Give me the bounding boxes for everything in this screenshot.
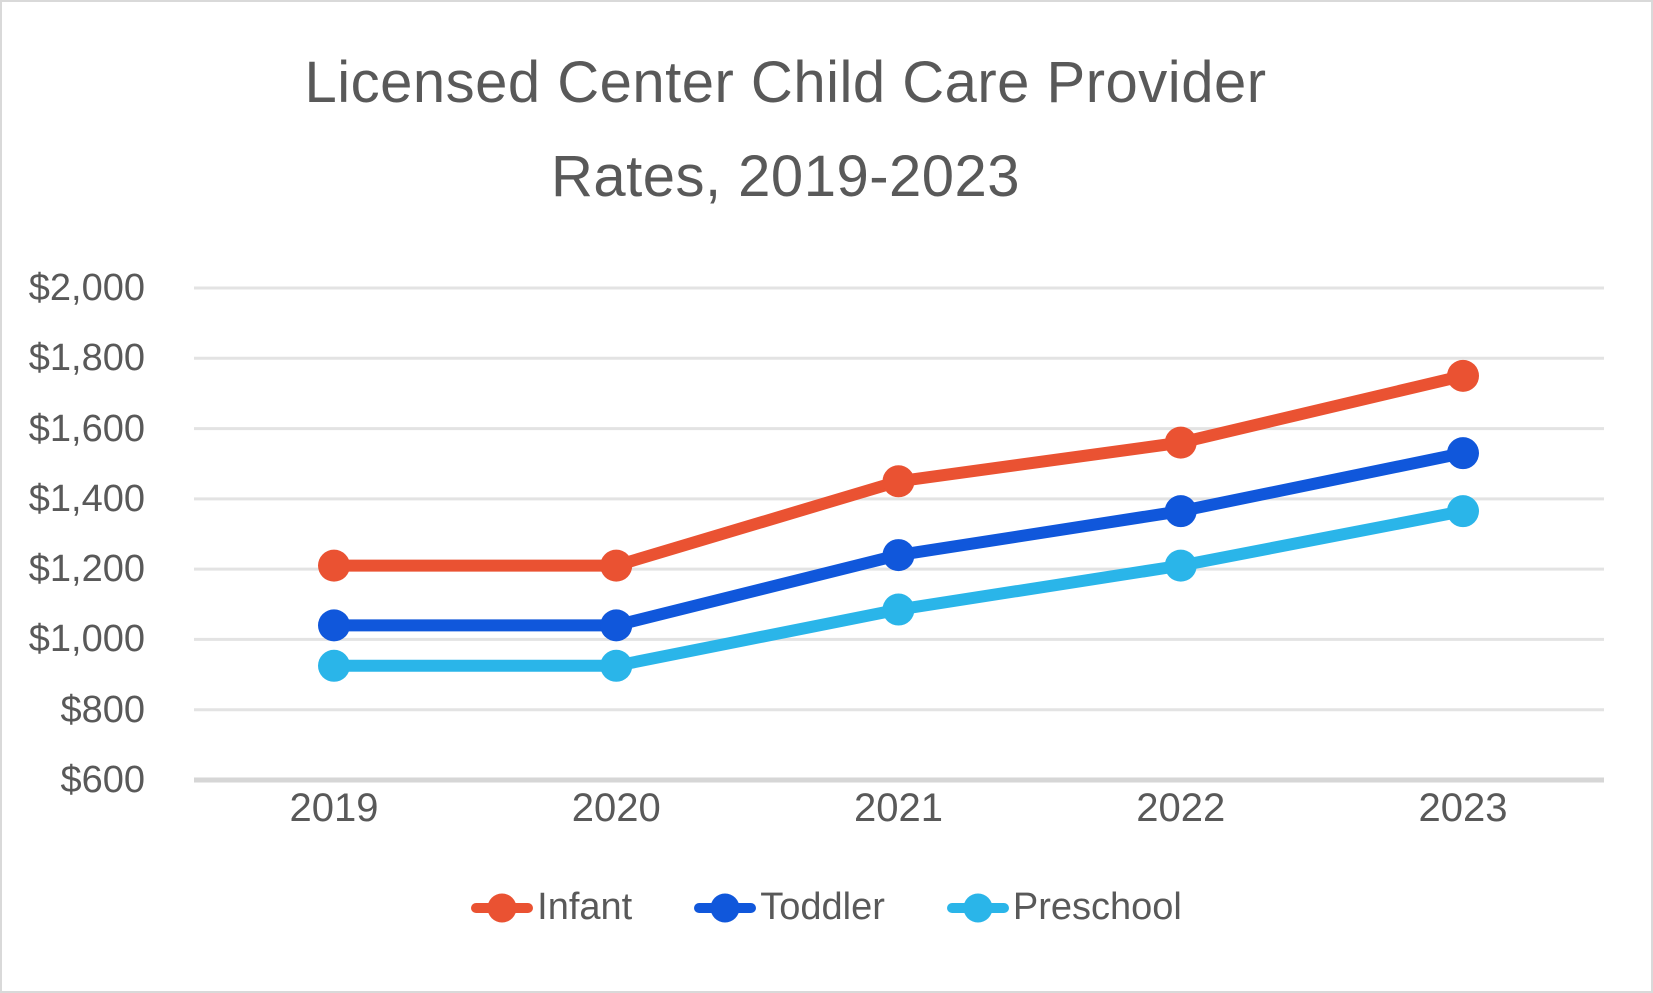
legend-marker-infant-icon: [471, 893, 534, 922]
y-tick-label: $1,400: [28, 477, 145, 520]
legend-item-preschool: Preschool: [946, 886, 1182, 929]
y-tick-label: $2,000: [28, 267, 145, 309]
data-point-toddler-2019: [318, 609, 350, 642]
legend-label: Preschool: [1012, 886, 1182, 928]
legend-item-infant: Infant: [471, 886, 632, 929]
legend-marker-toddler-icon: [694, 893, 757, 922]
chart-legend: Infant Toddler Preschool: [2, 886, 1651, 929]
legend-marker-preschool-icon: [946, 893, 1009, 922]
data-point-preschool-2019: [318, 649, 350, 682]
y-tick-label: $1,200: [28, 548, 145, 591]
chart-title-line1: Licensed Center Child Care Provider: [304, 50, 1267, 115]
x-tick-label: 2023: [1418, 786, 1508, 830]
series-line-preschool: [328, 505, 1469, 672]
data-point-infant-2021: [882, 465, 915, 498]
data-point-infant-2022: [1164, 426, 1197, 459]
y-tick-label: $1,800: [28, 337, 145, 380]
x-tick-label: 2021: [854, 786, 943, 830]
x-tick-label: 2022: [1136, 786, 1226, 830]
y-tick-label: $1,600: [28, 407, 145, 450]
legend-label: Toddler: [760, 886, 885, 928]
chart-title-line2: Rates, 2019-2023: [550, 144, 1021, 209]
data-point-preschool-2021: [882, 593, 915, 626]
data-point-infant-2019: [318, 549, 350, 582]
data-point-infant-2023: [1447, 359, 1479, 392]
data-point-toddler-2020: [600, 609, 633, 642]
data-point-preschool-2023: [1447, 495, 1479, 528]
legend-item-toddler: Toddler: [694, 886, 885, 929]
x-tick-label: 2020: [571, 786, 661, 830]
y-tick-label: $800: [60, 688, 145, 731]
data-point-toddler-2022: [1164, 495, 1197, 528]
chart-title: Licensed Center Child Care Provider Rate…: [2, 36, 1610, 224]
data-point-infant-2020: [600, 549, 633, 582]
data-point-preschool-2022: [1164, 549, 1197, 582]
y-tick-label: $1,000: [28, 618, 145, 661]
data-point-toddler-2021: [882, 539, 915, 572]
data-point-preschool-2020: [600, 649, 633, 682]
y-tick-label: $600: [60, 759, 145, 801]
data-point-toddler-2023: [1447, 437, 1479, 470]
x-tick-label: 2019: [289, 786, 379, 830]
legend-label: Infant: [537, 886, 633, 928]
